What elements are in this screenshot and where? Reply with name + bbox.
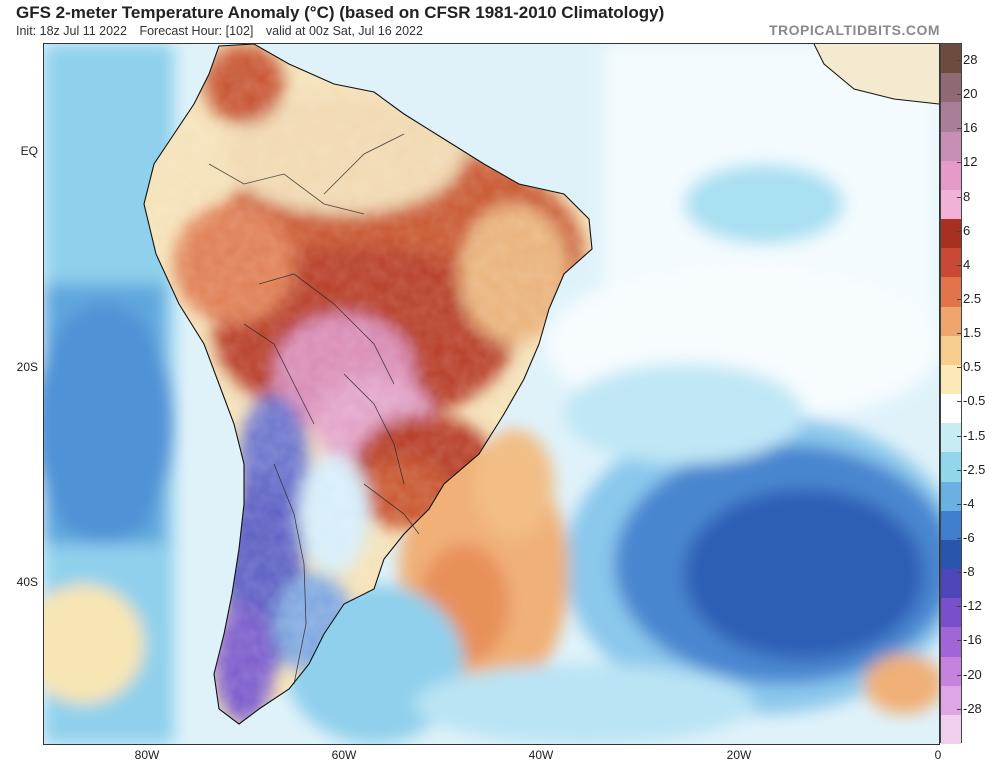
colorbar-tick-label: 2.5 [963, 291, 982, 307]
colorbar-segment [941, 277, 961, 307]
colorbar-segment [941, 452, 961, 482]
colorbar-segment [941, 423, 961, 453]
colorbar-segment [941, 219, 961, 249]
colorbar-segment [941, 73, 961, 103]
lon-label-80w: 80W [134, 748, 160, 762]
colorbar-segment [941, 714, 961, 745]
colorbar-tick [957, 230, 962, 232]
colorbar-tick [957, 128, 962, 130]
colorbar-tick [957, 674, 962, 676]
map-title: GFS 2-meter Temperature Anomaly (°C) (ba… [16, 3, 665, 22]
coastline [143, 44, 593, 725]
map-canvas [44, 44, 939, 744]
colorbar-segment [941, 685, 961, 716]
colorbar-tick-label: -12 [963, 598, 982, 614]
colorbar-tick [957, 299, 962, 301]
colorbar-tick-label: 8 [963, 188, 971, 204]
colorbar-tick [957, 503, 962, 505]
country-borders [208, 133, 420, 685]
colorbar-tick [957, 60, 962, 61]
lat-label-eq: EQ [20, 144, 38, 158]
colorbar-segment [941, 364, 961, 395]
colorbar-tick-label: 1.5 [963, 325, 982, 341]
colorbar-segment [941, 598, 961, 628]
lon-label-0: 0 [934, 748, 942, 762]
anomaly-map [43, 43, 940, 745]
colorbar-segment [941, 510, 961, 541]
colorbar-tick-label: 6 [963, 222, 971, 238]
brand-watermark: TROPICALTIDBITS.COM [768, 22, 940, 38]
colorbar-tick-label: -8 [963, 564, 975, 580]
colorbar-tick-label: -1.5 [963, 427, 986, 443]
colorbar-tick-label: -16 [963, 632, 982, 648]
valid-time: valid at 00z Sat, Jul 16 2022 [265, 24, 423, 38]
colorbar-tick [957, 333, 962, 335]
colorbar-segment [941, 394, 961, 424]
map-subtitle: Init: 18z Jul 11 2022 Forecast Hour: [10… [16, 24, 432, 38]
colorbar-tick [957, 162, 962, 164]
colorbar-segment [941, 306, 961, 337]
ocean-anomaly-field [44, 44, 939, 744]
colorbar-tick-label: 20 [963, 86, 978, 102]
forecast-hour: Forecast Hour: [102] [139, 24, 254, 38]
colorbar-tick [957, 606, 962, 608]
colorbar-tick [957, 538, 962, 540]
lon-label-40w: 40W [528, 748, 554, 762]
init-time: Init: 18z Jul 11 2022 [16, 24, 127, 38]
colorbar-tick [957, 469, 962, 471]
colorbar-tick [957, 572, 962, 574]
colorbar [940, 43, 962, 745]
colorbar-tick-label: -6 [963, 530, 975, 546]
colorbar-segment [941, 539, 961, 570]
colorbar-tick [957, 401, 962, 403]
colorbar-tick-label: -20 [963, 666, 982, 682]
colorbar-tick-label: 16 [963, 120, 978, 136]
colorbar-segment [941, 102, 961, 132]
colorbar-tick [957, 196, 962, 198]
colorbar-segment [941, 160, 961, 191]
colorbar-tick [957, 367, 962, 369]
colorbar-segment [941, 44, 961, 74]
colorbar-segment [941, 656, 961, 687]
colorbar-segment [941, 481, 961, 512]
colorbar-tick-label: -4 [963, 495, 975, 511]
colorbar-tick-label: 12 [963, 154, 978, 170]
colorbar-segment [941, 189, 961, 220]
colorbar-tick-label: -2.5 [963, 461, 986, 477]
colorbar-segment [941, 131, 961, 162]
lat-label-20s: 20S [16, 360, 38, 374]
colorbar-segment [941, 627, 961, 657]
colorbar-tick [957, 708, 962, 710]
colorbar-tick [957, 264, 962, 266]
colorbar-tick-label: 28 [963, 52, 978, 67]
colorbar-segment [941, 248, 961, 278]
colorbar-tick-label: 4 [963, 256, 971, 272]
lon-label-20w: 20W [726, 748, 752, 762]
lat-label-40s: 40S [16, 575, 38, 589]
africa-coast [813, 44, 939, 105]
colorbar-segment [941, 569, 961, 599]
colorbar-tick-label: 0.5 [963, 359, 982, 375]
colorbar-tick-label: -0.5 [963, 393, 986, 409]
colorbar-segment [941, 335, 961, 366]
colorbar-tick [957, 640, 962, 642]
colorbar-tick [957, 435, 962, 437]
colorbar-tick [957, 94, 962, 96]
colorbar-tick-label: -28 [963, 700, 982, 716]
lon-label-60w: 60W [331, 748, 357, 762]
